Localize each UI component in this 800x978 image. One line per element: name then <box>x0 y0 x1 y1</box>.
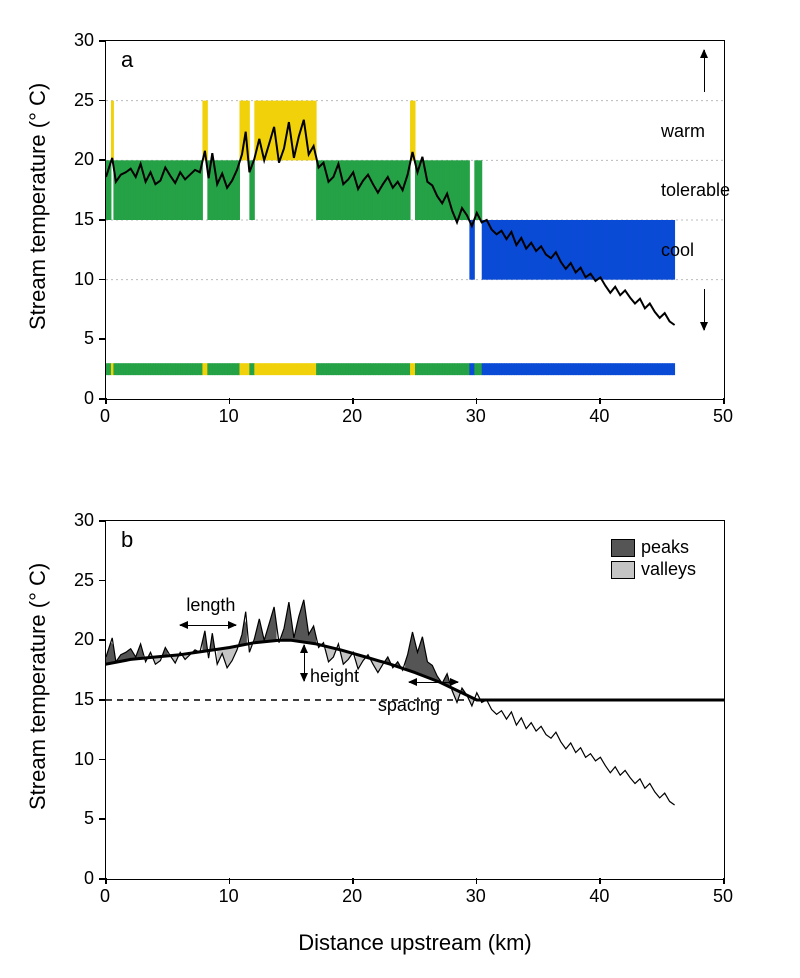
ytick-label: 0 <box>60 388 94 409</box>
ytick-label: 30 <box>60 30 94 51</box>
xtick-label: 40 <box>585 406 613 427</box>
xtick-label: 30 <box>462 406 490 427</box>
ytick-label: 15 <box>60 689 94 710</box>
panel-b-letter: b <box>121 527 133 553</box>
yaxis-label-a: Stream temperature (° C) <box>25 83 51 330</box>
ytick-label: 10 <box>60 749 94 770</box>
zone-label-tolerable: tolerable <box>661 180 730 201</box>
arrow-up-icon <box>704 50 705 92</box>
length-arrow-icon <box>180 625 236 626</box>
xtick-label: 30 <box>462 886 490 907</box>
xtick-label: 20 <box>338 406 366 427</box>
spacing-label: spacing <box>378 695 440 716</box>
panel-b: b peaks valleys length height spacing <box>105 520 725 880</box>
ytick-label: 20 <box>60 629 94 650</box>
zone-label-cool: cool <box>661 240 694 261</box>
height-arrow-icon <box>304 645 305 681</box>
legend-valleys-swatch <box>611 561 635 579</box>
legend-peaks-swatch <box>611 539 635 557</box>
xtick-label: 10 <box>215 886 243 907</box>
xtick-label: 50 <box>709 406 737 427</box>
zone-label-warm: warm <box>661 121 705 142</box>
ytick-label: 25 <box>60 570 94 591</box>
ytick-label: 15 <box>60 209 94 230</box>
spacing-arrow-icon <box>409 682 458 683</box>
xaxis-label: Distance upstream (km) <box>105 930 725 956</box>
chart-a-svg <box>106 41 724 399</box>
xtick-label: 20 <box>338 886 366 907</box>
ytick-label: 5 <box>60 808 94 829</box>
ytick-label: 25 <box>60 90 94 111</box>
ytick-label: 20 <box>60 149 94 170</box>
ytick-label: 0 <box>60 868 94 889</box>
xtick-label: 0 <box>91 886 119 907</box>
xtick-label: 0 <box>91 406 119 427</box>
legend-peaks-label: peaks <box>641 537 689 558</box>
legend-valleys-label: valleys <box>641 559 696 580</box>
arrow-down-icon <box>704 289 705 331</box>
ytick-label: 10 <box>60 269 94 290</box>
xtick-label: 50 <box>709 886 737 907</box>
length-label: length <box>186 595 235 616</box>
panel-a-letter: a <box>121 47 133 73</box>
height-label: height <box>310 666 359 687</box>
ytick-label: 30 <box>60 510 94 531</box>
yaxis-label-b: Stream temperature (° C) <box>25 563 51 810</box>
xtick-label: 10 <box>215 406 243 427</box>
ytick-label: 5 <box>60 328 94 349</box>
panel-a: a warm tolerable cool <box>105 40 725 400</box>
xtick-label: 40 <box>585 886 613 907</box>
